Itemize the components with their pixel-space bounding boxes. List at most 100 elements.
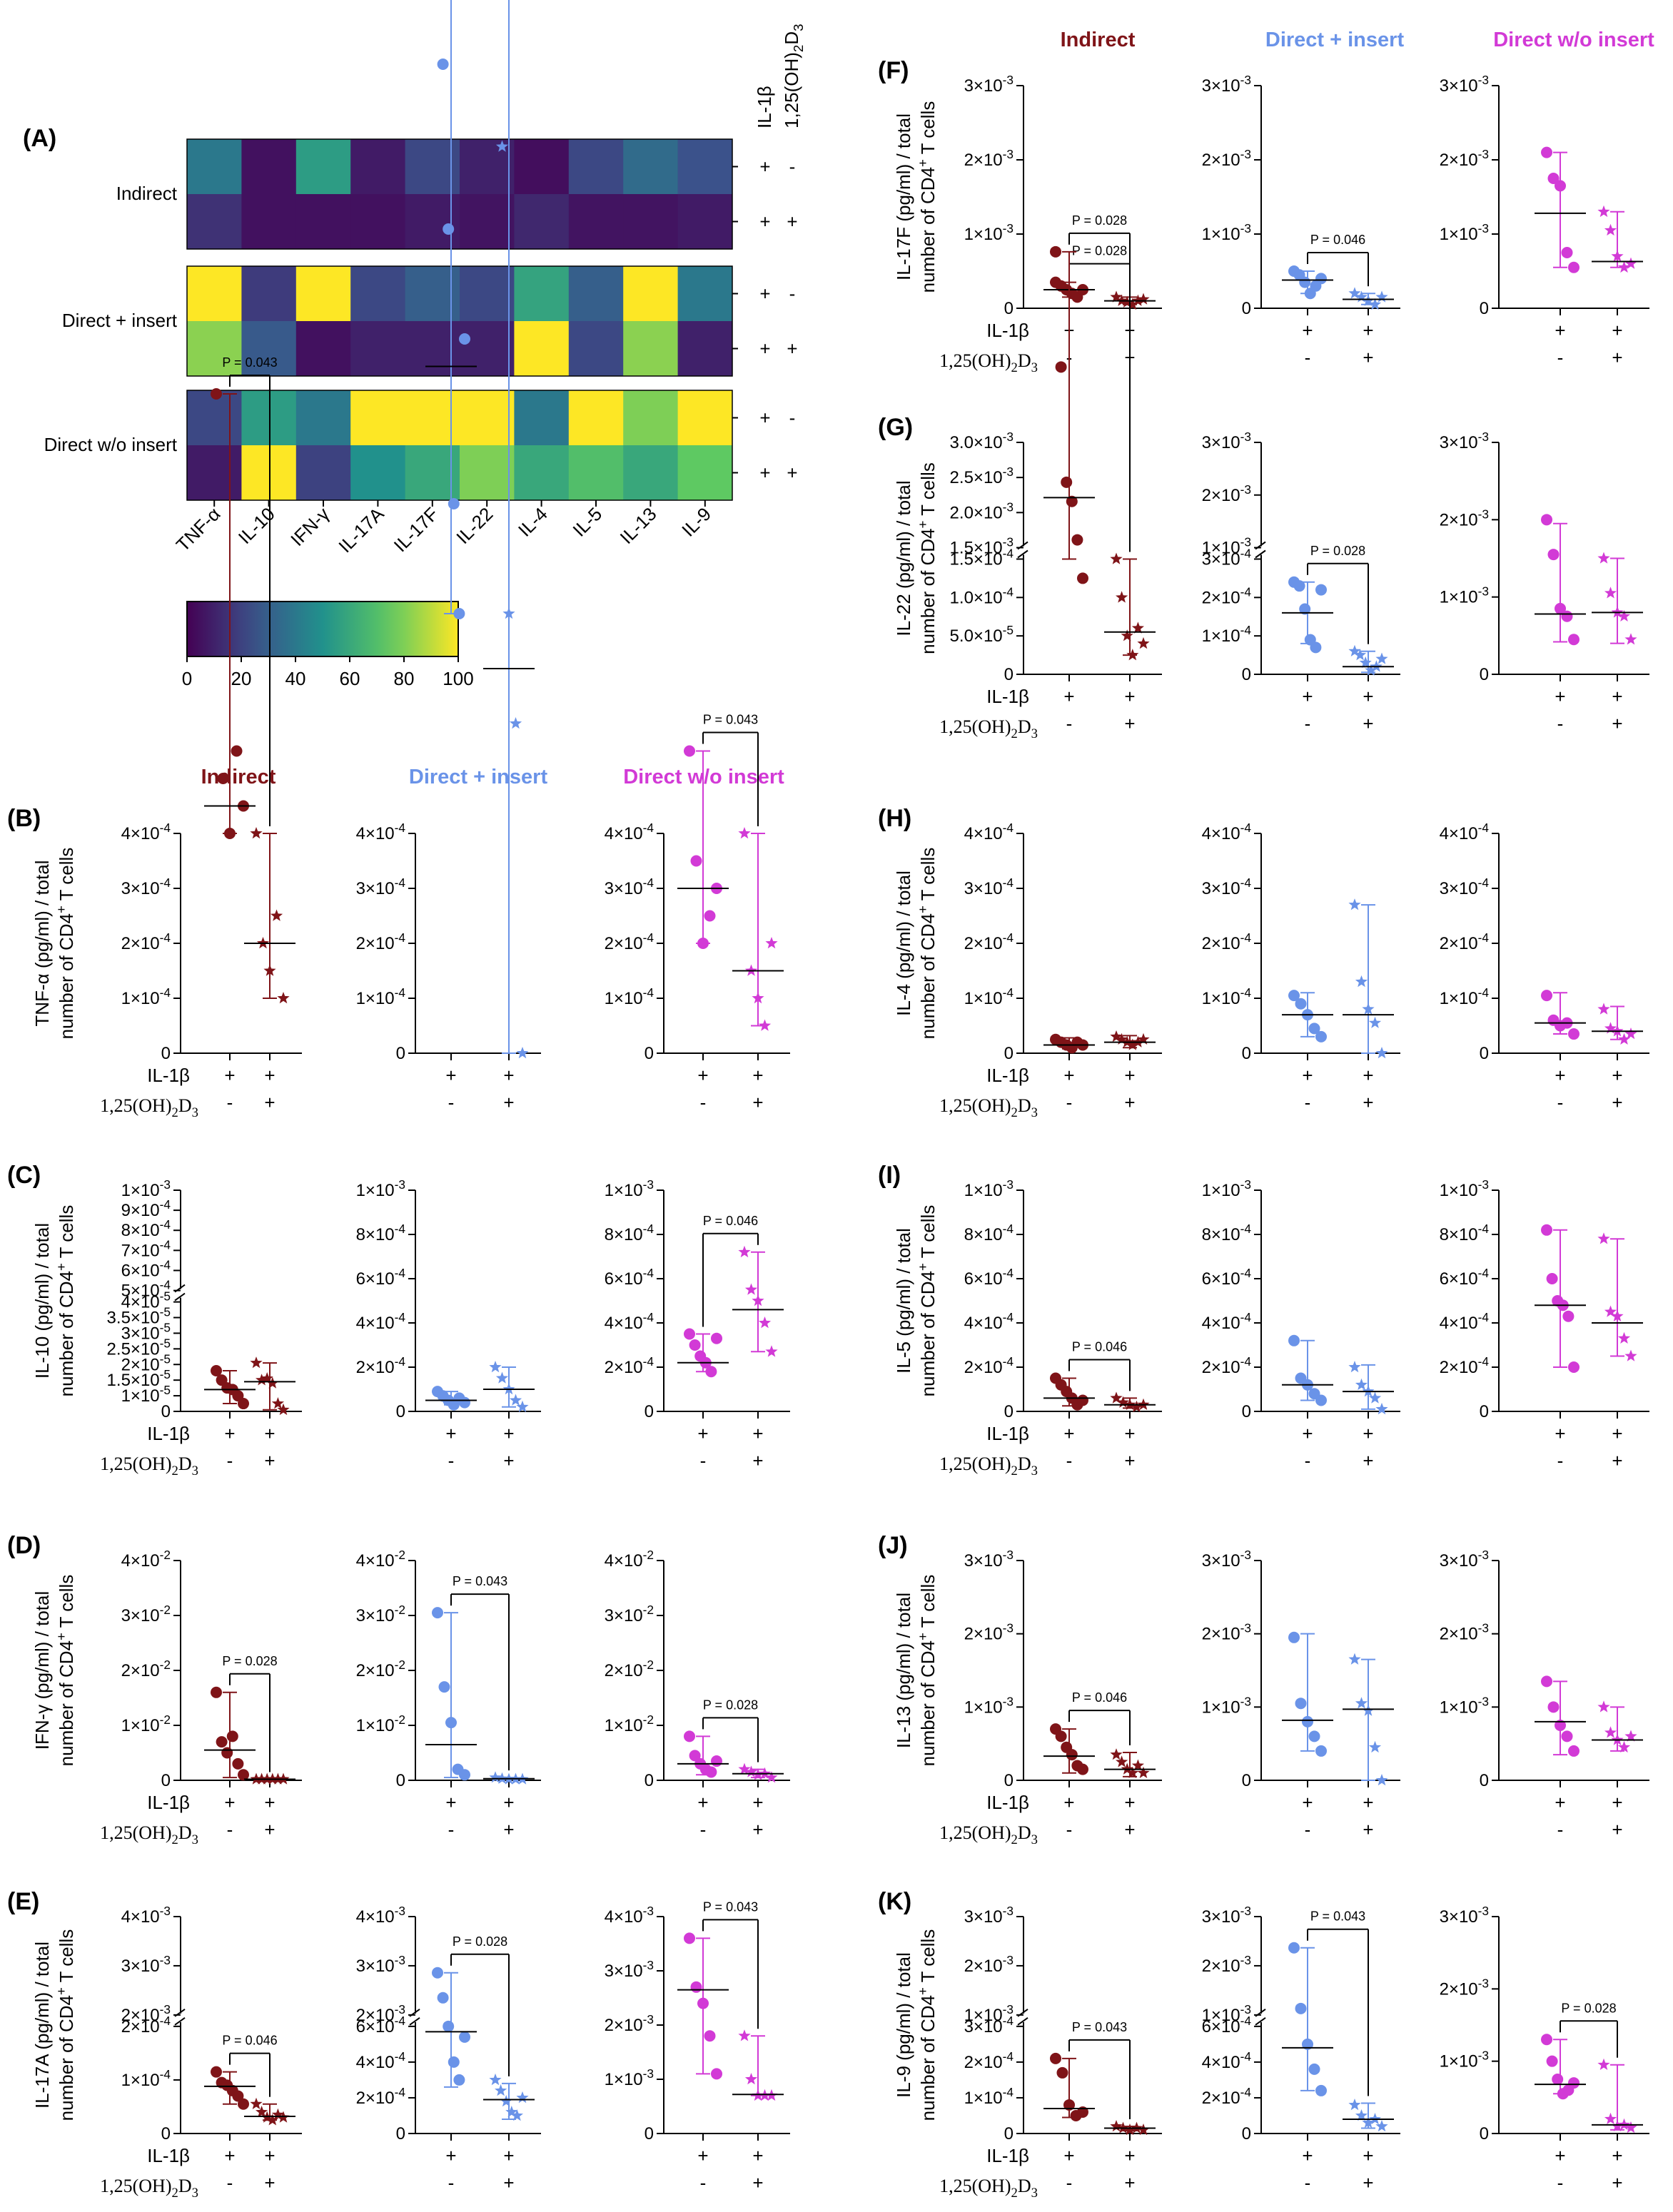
vitd-sign: + [752,1819,763,1840]
treated-point [1131,1759,1144,1771]
y-tick-label: 4×10-2​ [605,1548,654,1571]
y-tick-label: 0 [161,1771,171,1790]
vitd-sign: + [1612,1819,1622,1840]
control-point [684,745,695,757]
il1b-sign: + [1363,1423,1373,1444]
y-tick-label: 0 [1004,1402,1014,1421]
treated-point [1368,1391,1382,1404]
y-tick-label: 8×10-4​ [964,1222,1014,1244]
y-tick-label: 2×10-3​ [1202,1621,1251,1644]
il1b-sign: + [1124,2145,1135,2166]
control-point [689,1339,701,1351]
p-value-label: P = 0.028 [1310,544,1365,558]
treated-point [1624,2121,1637,2134]
treated-point [1597,1700,1610,1713]
y-tick-label: 1×10-2​ [121,1713,171,1735]
control-point [445,1717,457,1729]
p-value-label: P = 0.046 [1310,233,1365,247]
y-tick-label: 1×10-3​ [1202,221,1251,244]
vitd-sign: + [264,1092,275,1113]
vitd-sign: - [1066,1450,1073,1471]
control-point [232,2090,244,2102]
y-tick-label: 8×10-4​ [356,1222,406,1244]
y-tick-label: 1×10-3​ [1202,1177,1251,1200]
il1b-factor-label: IL-1β [986,1792,1029,1813]
vitd-sign: + [1124,713,1135,734]
il1b-sign: + [752,1065,763,1086]
il1b-sign: + [1124,1065,1135,1086]
y-tick-label: 0 [1480,665,1489,684]
vitd-sign: - [1305,1092,1311,1113]
il1b-sign: + [1124,1423,1135,1444]
control-point [1077,1763,1088,1775]
treated-point [271,1397,284,1409]
control-point [1295,998,1307,1010]
il1b-sign: + [1302,2145,1313,2166]
treated-point [752,992,764,1004]
y-axis-label-line2: number of CD4+​ T cells [915,1929,939,2121]
y-tick-label: 2×10-3​ [1202,1953,1251,1976]
control-point [711,2068,722,2080]
il1b-factor-label: IL-1β [986,1065,1029,1086]
p-value-label: P = 0.043 [222,355,277,370]
subplot-direct-insert: 0 1×10-3​ 2×10-3​ 3×10-3​ P = 0.046 + + - + [1202,73,1400,368]
treated-point [738,2029,751,2041]
y-axis-label-line1: TNF-α (pg/ml) / total [31,860,53,1026]
heatmap-cell [677,266,733,322]
y-tick-label: 0 [1480,1402,1489,1421]
axis-break-mark [174,1292,186,1302]
treated-point [1611,250,1624,262]
treated-point [516,1400,529,1413]
y-tick-label: 1.0×10-4​ [950,584,1014,607]
treated-point [516,2091,529,2104]
control-point [438,1681,450,1693]
treated-point [1137,293,1150,305]
y-tick-label: 4×10-4​ [605,821,654,843]
control-point [1561,247,1573,258]
vitd-sign: - [1557,1819,1564,1840]
group-header-left: Direct + insert [409,766,548,788]
il1b-sign: + [697,1423,708,1444]
heatmap-cell [677,321,733,377]
p-value-label: P = 0.046 [1072,1690,1127,1705]
y-tick-label: 3×10-4​ [964,876,1014,898]
colorbar-tick-label: 40 [285,668,306,689]
y-tick-label: 1×10-4​ [121,985,171,1008]
vitd-sign: - [227,1819,233,1840]
subplot-indirect: 05.0×10-5​1.0×10-4​1.5×10-4​1.5×10-3​2.0… [939,213,1162,741]
y-tick-label: 2×10-3​ [964,147,1014,170]
treated-point [500,2095,512,2107]
il1b-factor-label: IL-1β [147,1065,190,1086]
vitd-sign: - [1066,1819,1073,1840]
treated-point [489,1771,502,1783]
subplot-indirect: 0 1×10-3​ 2×10-3​ 3×10-3​ P = 0.046 + + - + IL-1β… [939,1548,1162,1847]
vitd-sign: - [1305,347,1311,368]
control-point [1555,180,1566,192]
y-axis-label-line1: IL-5 (pg/ml) / total [893,1228,914,1374]
heatmap-col-label: IL-17A [334,503,388,557]
y-tick-label: 4×10-2​ [121,1548,171,1571]
y-tick-label: 4×10-3​ [605,1904,654,1927]
y-tick-label: 2×10-3​ [1202,482,1251,505]
group-headers: Indirect Indirect Direct + insert Direct + … [201,29,1655,788]
treated-point [744,1765,758,1777]
vitd-sign: + [1124,1819,1135,1840]
y-tick-label: 2×10-4​ [964,2049,1014,2072]
vitd-sign: - [700,2172,707,2193]
subplot-direct-w-o-insert: 0 1×10-3​ 2×10-3​ 3×10-3​ + + - + [1440,73,1649,368]
treated-point [738,827,751,839]
heatmap-cell [677,139,733,195]
heatmap-cell [350,139,406,195]
vitd-sign: - [1557,2172,1564,2193]
treated-point [1137,1033,1150,1045]
control-point [1568,634,1580,646]
vitd-sign: + [1124,1450,1135,1471]
il1b-sign: + [1302,320,1313,341]
y-tick-label: 3×10-3​ [1440,1548,1489,1571]
il1b-sign: + [1363,320,1373,341]
y-tick-label: 3×10-3​ [964,1904,1014,1927]
control-point [690,1981,702,1993]
